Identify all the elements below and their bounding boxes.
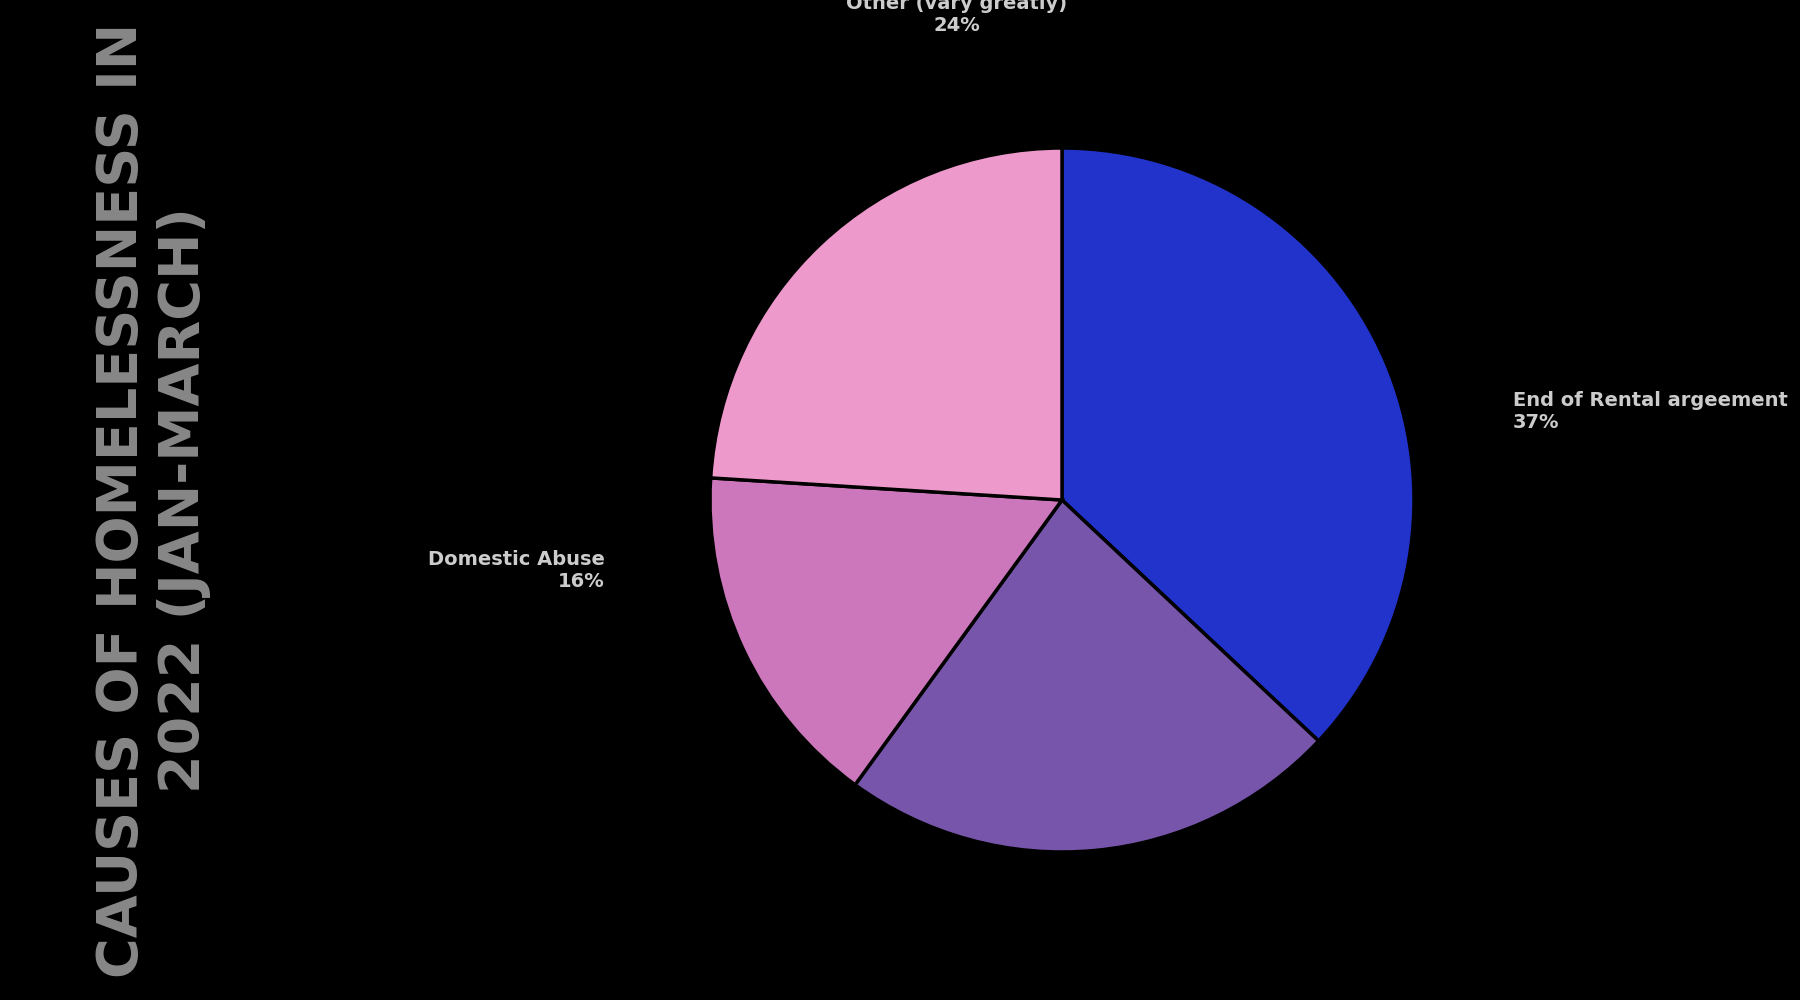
Wedge shape [711,148,1062,500]
Text: End of Rental argeement
37%: End of Rental argeement 37% [1512,391,1787,432]
Wedge shape [1062,148,1415,741]
Wedge shape [709,478,1062,785]
Wedge shape [855,500,1319,852]
Text: CAUSES OF HOMELESSNESS IN
2022 (JAN-MARCH): CAUSES OF HOMELESSNESS IN 2022 (JAN-MARC… [95,22,211,978]
Text: Domestic Abuse
16%: Domestic Abuse 16% [428,550,605,591]
Text: Other (vary greatly)
24%: Other (vary greatly) 24% [846,0,1067,35]
